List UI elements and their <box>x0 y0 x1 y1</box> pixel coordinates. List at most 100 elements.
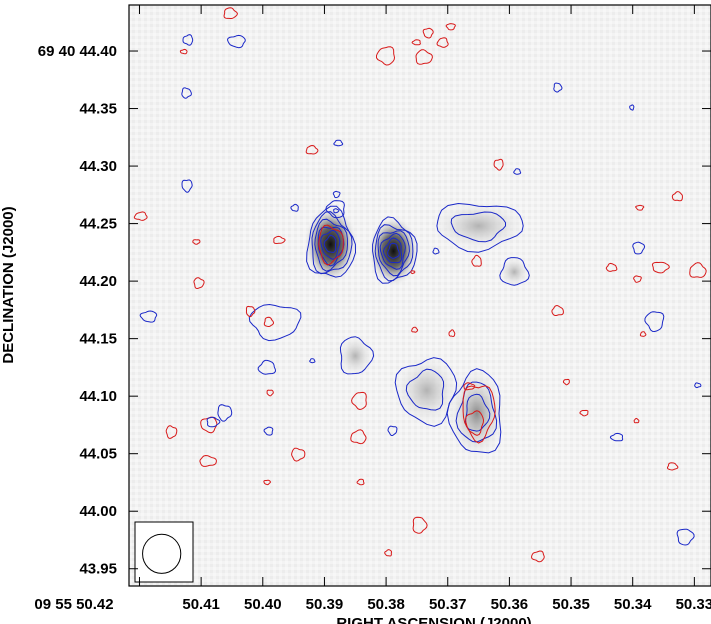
blue-noise-contour <box>332 190 341 199</box>
blue-contour <box>323 234 337 254</box>
red-contour <box>318 224 344 266</box>
emission-blob <box>336 334 374 378</box>
red-noise-contour <box>376 46 396 66</box>
blue-contour <box>387 242 400 259</box>
blue-noise-contour <box>553 82 563 93</box>
blue-contour <box>377 230 410 277</box>
beam-box <box>134 521 194 583</box>
red-noise-contour <box>245 305 256 318</box>
red-noise-contour <box>412 516 428 534</box>
red-noise-contour <box>410 270 416 275</box>
emission-blob <box>392 353 461 428</box>
greyscale-emission <box>303 199 530 462</box>
red-noise-contour <box>671 191 683 202</box>
red-contour <box>462 385 496 444</box>
blue-noise-contour <box>432 247 440 255</box>
red-contour <box>465 410 485 436</box>
y-tick-label: 69 40 44.40 <box>38 43 117 60</box>
blue-contour <box>394 357 458 427</box>
red-noise-contour <box>291 447 306 462</box>
blue-noise-contour <box>257 359 277 375</box>
red-noise-contour <box>422 27 434 39</box>
blue-contour <box>464 393 491 432</box>
x-tick-label: 50.36 <box>491 596 529 613</box>
blue-noise-contour <box>333 139 344 147</box>
red-noise-contour <box>635 204 645 211</box>
x-tick-label: 09 55 50.42 <box>34 596 113 613</box>
red-noise-contour <box>350 429 367 445</box>
red-noise-contour <box>633 417 640 424</box>
y-tick-label: 44.20 <box>79 273 117 290</box>
blue-contour <box>379 232 406 270</box>
y-tick-label: 44.10 <box>79 388 117 405</box>
red-noise-contour <box>193 277 205 290</box>
red-noise-contour <box>605 262 618 272</box>
red-noise-contour <box>199 454 217 467</box>
red-noise-contour <box>133 211 148 221</box>
beam-frame <box>134 521 194 583</box>
blue-contour <box>314 218 349 272</box>
y-tick-label: 44.15 <box>79 331 117 348</box>
x-tick-label: 50.37 <box>429 596 467 613</box>
blue-contour <box>320 229 341 260</box>
red-noise-contour <box>531 550 545 563</box>
x-tick-label: 50.34 <box>614 596 652 613</box>
red-noise-contour <box>273 235 286 245</box>
red-noise-contour <box>436 37 449 48</box>
plot-frame <box>128 4 711 587</box>
red-noise-contour <box>384 549 392 557</box>
blue-noise-contour <box>333 208 340 214</box>
blue-contour <box>446 368 502 454</box>
red-noise-contour <box>263 479 271 486</box>
red-noise-contour <box>305 144 319 155</box>
noise-contours <box>133 7 707 563</box>
red-noise-contour <box>179 48 188 55</box>
blue-contour <box>382 237 403 264</box>
red-noise-contour <box>351 391 367 411</box>
blue-noise-contour <box>609 432 624 442</box>
red-noise-contour <box>667 462 679 471</box>
blue-contour <box>306 205 357 278</box>
blue-contour <box>311 211 353 275</box>
x-tick-label: 50.38 <box>367 596 405 613</box>
blue-noise-contour <box>387 425 398 436</box>
red-noise-contour <box>562 378 570 386</box>
y-axis-title: DECLINATION (J2000) <box>0 206 17 363</box>
blue-noise-contour <box>226 34 246 49</box>
blue-contour <box>450 211 506 243</box>
x-axis-title: RIGHT ASCENSION (J2000) <box>336 615 531 624</box>
blue-noise-contour <box>182 34 194 46</box>
red-noise-contour <box>633 275 642 283</box>
blue-noise-contour <box>181 87 192 99</box>
blue-noise-contour <box>325 200 345 219</box>
y-tick-label: 44.00 <box>79 503 117 520</box>
blue-noise-contour <box>629 104 635 111</box>
y-tick-label: 44.05 <box>79 446 117 463</box>
x-tick-label: 50.33 <box>676 596 711 613</box>
x-tick-label: 50.35 <box>552 596 590 613</box>
blue-noise-contour <box>290 203 299 212</box>
red-noise-contour <box>551 305 564 316</box>
y-tick-label: 44.35 <box>79 101 117 118</box>
blue-contour <box>248 303 302 342</box>
x-tick-label: 50.39 <box>306 596 344 613</box>
emission-blob <box>498 256 530 288</box>
beam-ellipse <box>142 533 182 574</box>
blue-noise-contour <box>644 311 665 333</box>
blue-contour <box>499 257 530 286</box>
blue-noise-contour <box>513 168 522 175</box>
red-noise-contour <box>223 7 238 19</box>
blue-noise-contour <box>139 310 158 323</box>
red-noise-contour <box>356 478 365 486</box>
red-noise-contour <box>651 261 670 274</box>
emission-blob <box>446 365 507 462</box>
greyscale-background <box>129 5 711 586</box>
red-noise-contour <box>415 49 433 65</box>
blue-noise-contour <box>181 179 193 193</box>
red-noise-contour <box>165 425 178 440</box>
red-noise-contour <box>579 409 589 417</box>
red-noise-contour <box>448 329 456 338</box>
red-noise-contour <box>445 23 456 31</box>
blue-noise-contour <box>694 382 702 389</box>
red-noise-contour <box>192 239 201 245</box>
